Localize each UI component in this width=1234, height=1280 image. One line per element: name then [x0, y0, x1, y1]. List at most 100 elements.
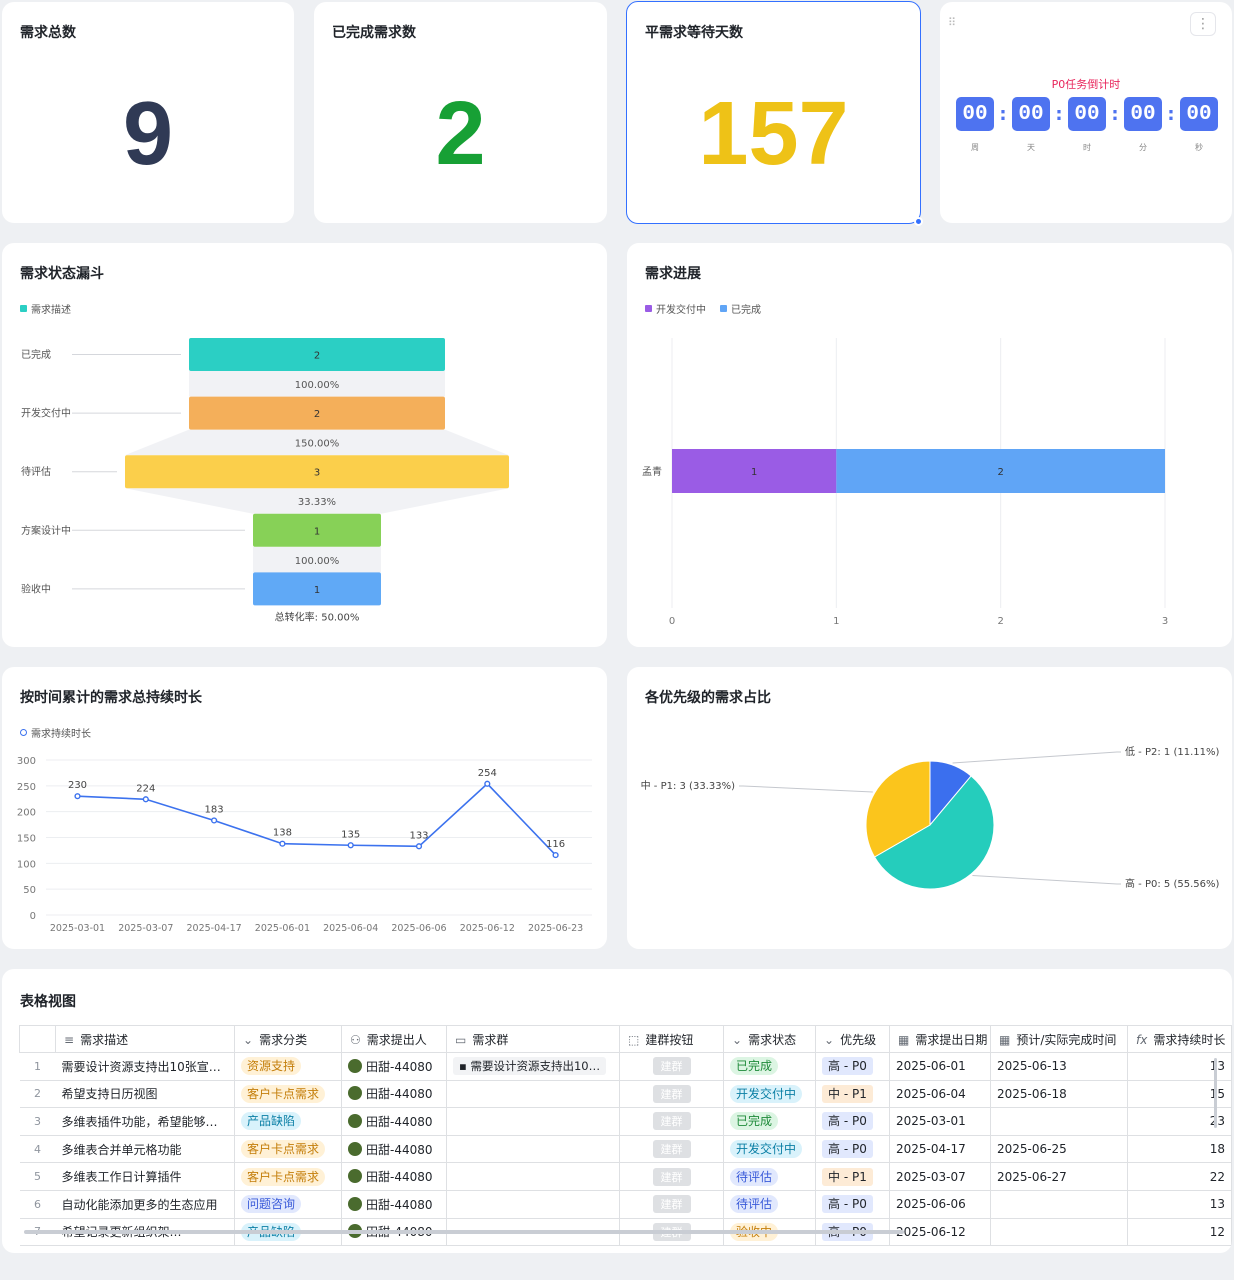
table-row[interactable]: 6 自动化能添加更多的生态应用 问题咨询 田甜-44080 建群 待评估 高 - P0 202… [19, 1190, 1232, 1219]
countdown-card[interactable]: ⠿ ⋮ P0任务倒计时 00 : 00 : 00 : 00 : 00 周 天 时… [940, 2, 1232, 223]
cell-category[interactable]: 资源支持 [234, 1052, 342, 1081]
column-header[interactable]: ⌄ 需求分类 [234, 1025, 342, 1053]
column-header[interactable]: ▦ 需求提出日期 [889, 1025, 991, 1053]
cell-status[interactable]: 待评估 [723, 1190, 816, 1219]
pie-card[interactable]: 各优先级的需求占比 低 - P2: 1 (11.11%) 高 - P0: 5 (5… [627, 667, 1232, 949]
cell-group[interactable] [446, 1107, 620, 1136]
cell-person[interactable]: 田甜-44080 [341, 1162, 447, 1191]
column-header[interactable]: ⚇ 需求提出人 [341, 1025, 447, 1053]
cell-end-date[interactable] [990, 1107, 1128, 1136]
cell-duration[interactable]: 18 [1127, 1135, 1232, 1164]
legend-item[interactable]: 已完成 [720, 301, 761, 316]
cell-button[interactable]: 建群 [619, 1107, 724, 1136]
column-header[interactable]: ≡ 需求描述 [55, 1025, 235, 1053]
cell-start-date[interactable]: 2025-06-01 [889, 1052, 991, 1081]
column-header[interactable]: ⌄ 需求状态 [723, 1025, 816, 1053]
cell-priority[interactable]: 高 - P0 [815, 1052, 890, 1081]
cell-priority[interactable]: 中 - P1 [815, 1080, 890, 1109]
cell-category[interactable]: 产品缺陷 [234, 1107, 342, 1136]
column-header[interactable]: ▦ 预计/实际完成时间 [990, 1025, 1128, 1053]
cell-end-date[interactable]: 2025-06-18 [990, 1080, 1128, 1109]
legend-item[interactable]: 需求持续时长 [20, 725, 91, 740]
cell-end-date[interactable]: 2025-06-13 [990, 1052, 1128, 1081]
cell-duration[interactable]: 22 [1127, 1162, 1232, 1191]
cell-category[interactable]: 问题咨询 [234, 1190, 342, 1219]
cell-status[interactable]: 已完成 [723, 1107, 816, 1136]
cell-start-date[interactable]: 2025-04-17 [889, 1135, 991, 1164]
cell-group[interactable] [446, 1162, 620, 1191]
cell-category[interactable]: 客户卡点需求 [234, 1135, 342, 1164]
create-group-button[interactable]: 建群 [652, 1112, 691, 1131]
create-group-button[interactable]: 建群 [652, 1167, 691, 1186]
cell-duration[interactable]: 13 [1127, 1190, 1232, 1219]
cell-description[interactable]: 多维表合并单元格功能 [55, 1135, 235, 1164]
cell-end-date[interactable] [990, 1218, 1128, 1247]
cell-person[interactable]: 田甜-44080 [341, 1190, 447, 1219]
cell-status[interactable]: 已完成 [723, 1052, 816, 1081]
cell-person[interactable]: 田甜-44080 [341, 1052, 447, 1081]
resize-handle[interactable] [914, 217, 923, 226]
cell-button[interactable]: 建群 [619, 1162, 724, 1191]
cell-start-date[interactable]: 2025-06-04 [889, 1080, 991, 1109]
horizontal-scrollbar[interactable] [24, 1230, 904, 1234]
cell-start-date[interactable]: 2025-06-12 [889, 1218, 991, 1247]
progress-card[interactable]: 需求进展 开发交付中 已完成 0 1 2 3 孟青 1 2 [627, 243, 1232, 647]
kpi-card-total[interactable]: 需求总数 9 [2, 2, 294, 223]
cell-status[interactable]: 开发交付中 [723, 1135, 816, 1164]
cell-start-date[interactable]: 2025-03-07 [889, 1162, 991, 1191]
cell-end-date[interactable]: 2025-06-25 [990, 1135, 1128, 1164]
column-header[interactable]: fx 需求持续时长 [1127, 1025, 1232, 1053]
cell-description[interactable]: 多维表工作日计算插件 [55, 1162, 235, 1191]
cell-button[interactable]: 建群 [619, 1080, 724, 1109]
table-card[interactable]: 表格视图 ≡ 需求描述 ⌄ 需求分类 ⚇ 需求提出人 ▭ 需求群 ⬚ 建群按钮 ⌄ 需求状态… [2, 969, 1232, 1253]
cell-group[interactable] [446, 1080, 620, 1109]
cell-end-date[interactable] [990, 1190, 1128, 1219]
cell-description[interactable]: 多维表插件功能，希望能够… [55, 1107, 235, 1136]
vertical-scrollbar[interactable] [1214, 1058, 1217, 1128]
cell-category[interactable]: 客户卡点需求 [234, 1162, 342, 1191]
cell-duration[interactable]: 12 [1127, 1218, 1232, 1247]
legend-item[interactable]: 开发交付中 [645, 301, 706, 316]
cell-button[interactable]: 建群 [619, 1190, 724, 1219]
cell-priority[interactable]: 高 - P0 [815, 1135, 890, 1164]
cell-category[interactable]: 客户卡点需求 [234, 1080, 342, 1109]
drag-handle-icon[interactable]: ⠿ [948, 16, 956, 29]
table-row[interactable]: 2 希望支持日历视图 客户卡点需求 田甜-44080 建群 开发交付中中 - P1 2025… [19, 1080, 1232, 1109]
table-row[interactable]: 1 需要设计资源支持出10张宣… 资源支持 田甜-44080 ▪ 需要设计资源支持出10… [19, 1052, 1232, 1081]
cell-priority[interactable]: 高 - P0 [815, 1190, 890, 1219]
table-row[interactable]: 4 多维表合并单元格功能 客户卡点需求 田甜-44080 建群 开发交付中高 - P0 20… [19, 1135, 1232, 1164]
cell-button[interactable]: 建群 [619, 1052, 724, 1081]
cell-person[interactable]: 田甜-44080 [341, 1107, 447, 1136]
more-vertical-icon[interactable]: ⋮ [1190, 12, 1216, 36]
cell-status[interactable]: 开发交付中 [723, 1080, 816, 1109]
table-row[interactable]: 5 多维表工作日计算插件 客户卡点需求 田甜-44080 建群 待评估 中 - P1 2025… [19, 1162, 1232, 1191]
kpi-card-wait-days[interactable]: 平需求等待天数 157 [626, 1, 921, 224]
cell-description[interactable]: 需要设计资源支持出10张宣… [55, 1052, 235, 1081]
line-card[interactable]: 按时间累计的需求总持续时长 需求持续时长 0 50 100 150 200 250 300 2… [2, 667, 607, 949]
cell-group[interactable]: ▪ 需要设计资源支持出10… [446, 1052, 620, 1081]
table-row[interactable]: 3 多维表插件功能，希望能够… 产品缺陷 田甜-44080 建群 已完成 高 - P0 202… [19, 1107, 1232, 1136]
cell-priority[interactable]: 中 - P1 [815, 1162, 890, 1191]
create-group-button[interactable]: 建群 [652, 1084, 691, 1103]
cell-person[interactable]: 田甜-44080 [341, 1080, 447, 1109]
cell-button[interactable]: 建群 [619, 1135, 724, 1164]
cell-description[interactable]: 自动化能添加更多的生态应用 [55, 1190, 235, 1219]
cell-description[interactable]: 希望支持日历视图 [55, 1080, 235, 1109]
cell-start-date[interactable]: 2025-06-06 [889, 1190, 991, 1219]
column-header[interactable]: ⬚ 建群按钮 [619, 1025, 724, 1053]
cell-end-date[interactable]: 2025-06-27 [990, 1162, 1128, 1191]
cell-start-date[interactable]: 2025-03-01 [889, 1107, 991, 1136]
cell-group[interactable] [446, 1135, 620, 1164]
cell-status[interactable]: 待评估 [723, 1162, 816, 1191]
kpi-card-completed[interactable]: 已完成需求数 2 [314, 2, 607, 223]
column-header[interactable]: ⌄ 优先级 [815, 1025, 890, 1053]
create-group-button[interactable]: 建群 [652, 1195, 691, 1214]
column-header[interactable]: ▭ 需求群 [446, 1025, 620, 1053]
cell-priority[interactable]: 高 - P0 [815, 1107, 890, 1136]
cell-person[interactable]: 田甜-44080 [341, 1135, 447, 1164]
create-group-button[interactable]: 建群 [652, 1140, 691, 1159]
cell-group[interactable] [446, 1190, 620, 1219]
legend-item[interactable]: 需求描述 [20, 301, 71, 316]
create-group-button[interactable]: 建群 [652, 1057, 691, 1076]
funnel-card[interactable]: 需求状态漏斗 需求描述 100.00% 已完成 2 150.00% 开发交付中 2 33.3… [2, 243, 607, 647]
